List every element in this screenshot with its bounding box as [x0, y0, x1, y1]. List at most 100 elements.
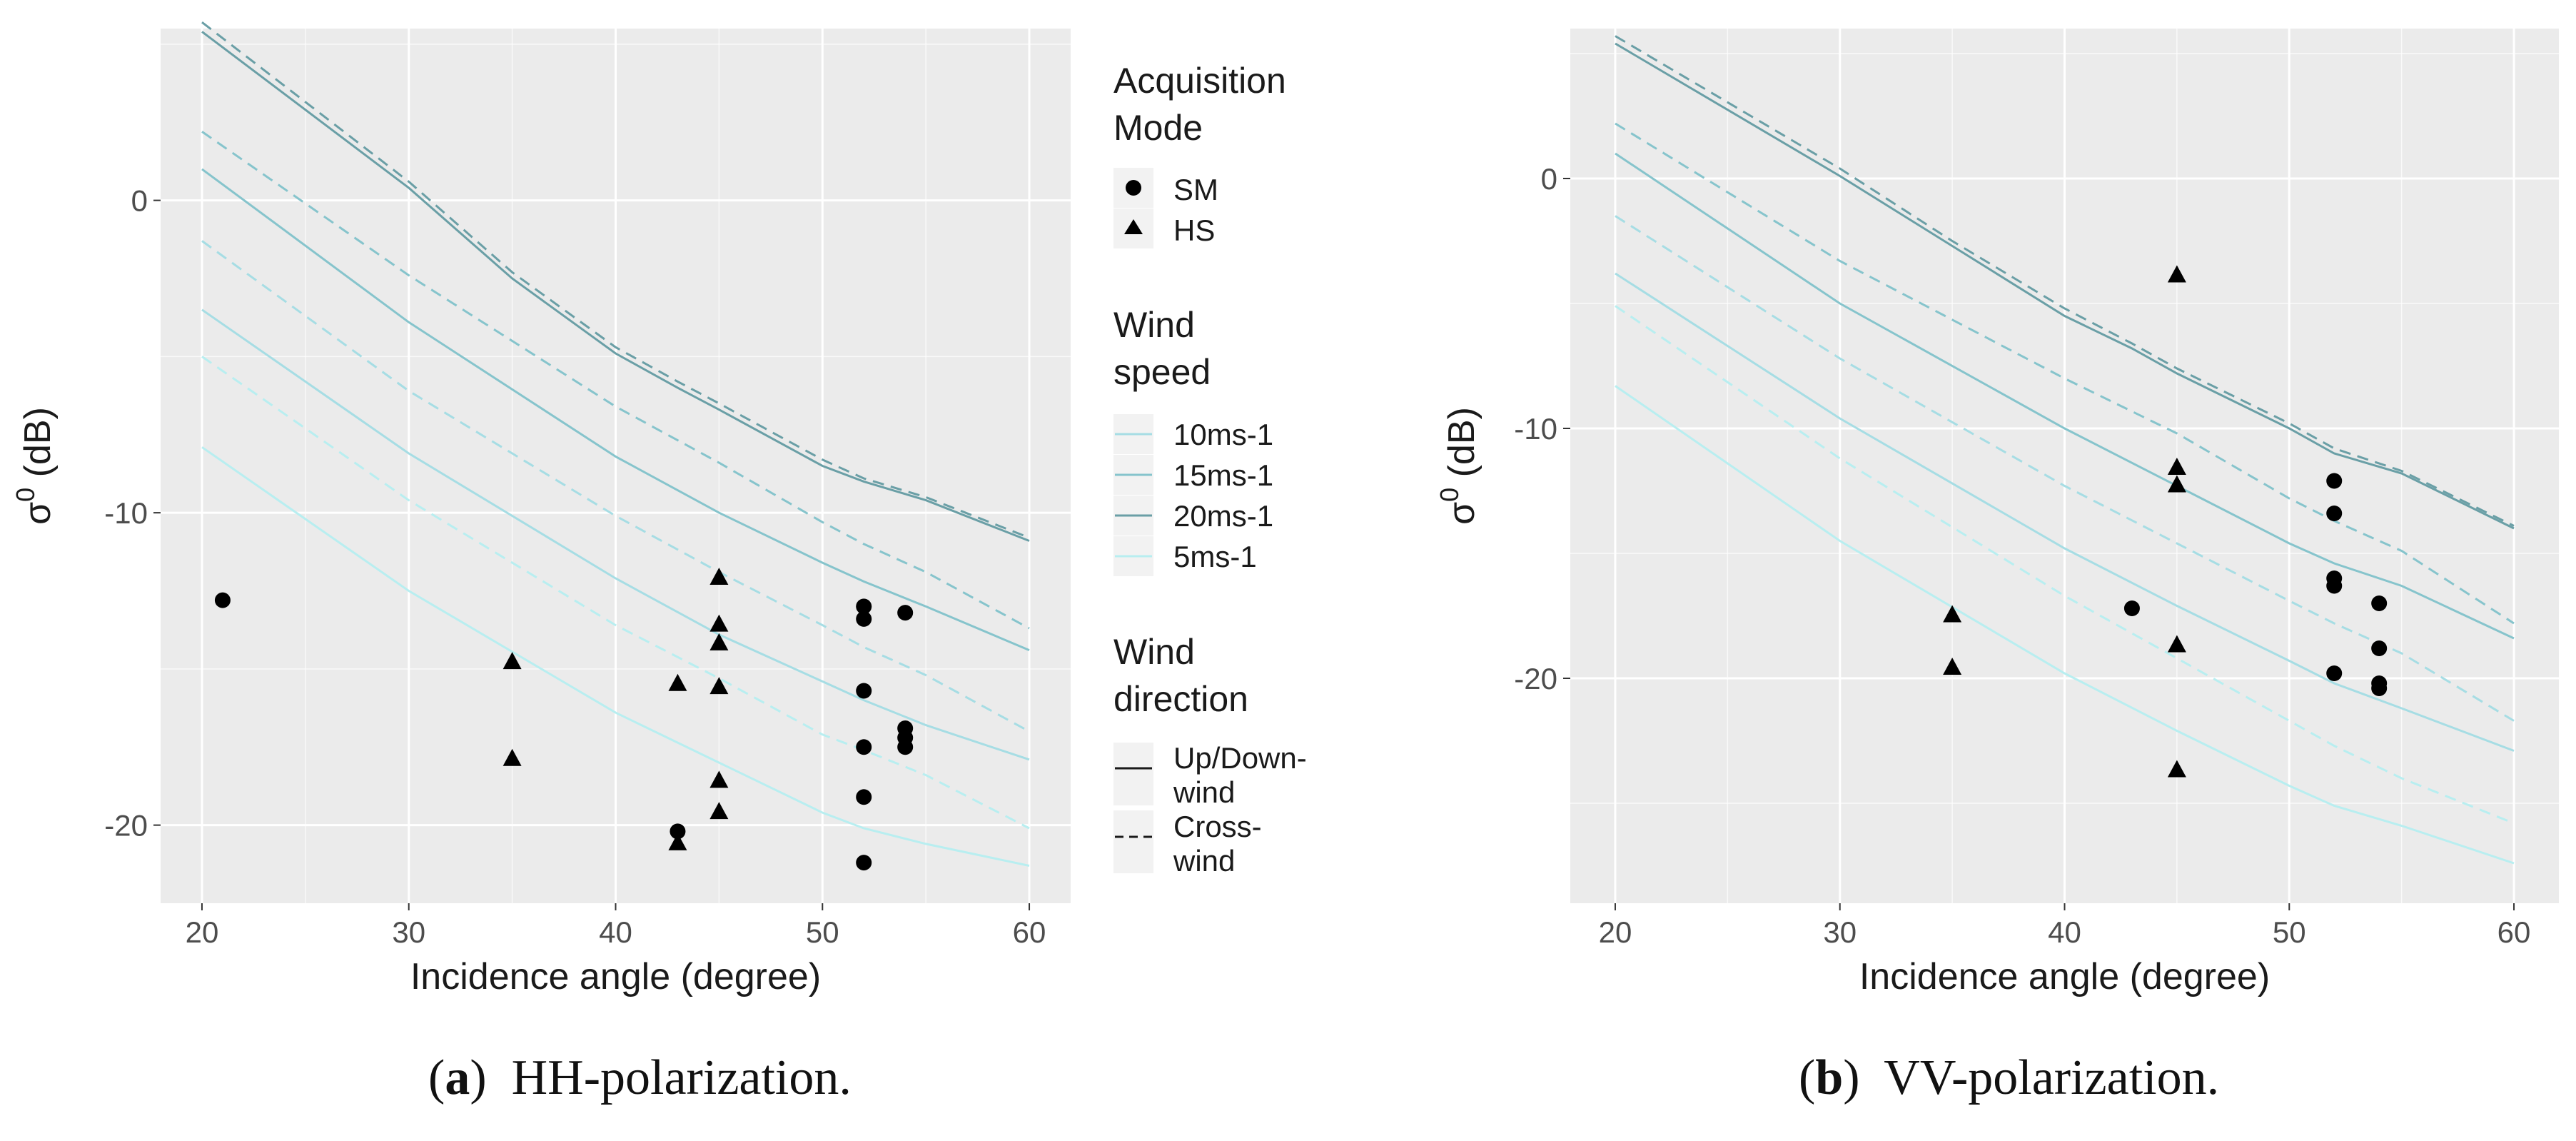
- point-sm: [897, 605, 914, 621]
- caption-b: (b) VV-polarization.: [1799, 1050, 2220, 1105]
- legend-speed-5-label: 5ms-1: [1173, 540, 1257, 573]
- x-tick-label: 40: [599, 915, 632, 949]
- curve-15-updown: [1615, 152, 2515, 640]
- curve-5-updown: [201, 446, 1030, 867]
- point-sm: [856, 683, 872, 699]
- x-tick-label: 60: [1013, 915, 1046, 949]
- x-tick-label: 40: [2048, 915, 2081, 949]
- chart-hh-polarization: 20 30 40 50 60 0 -10 -20 Incidence angle (degree…: [11, 21, 1071, 997]
- point-sm: [856, 739, 872, 755]
- chart-vv-polarization: 20 30 40 50 60 0 -10 -20 Incidence angle (degree…: [1435, 29, 2559, 997]
- x-tick-label: 20: [186, 915, 219, 949]
- point-sm: [2371, 640, 2388, 656]
- point-sm: [2371, 680, 2388, 696]
- caption-a: (a) HH-polarization.: [428, 1050, 852, 1105]
- legend-key-bg: [1113, 743, 1153, 805]
- x-tick-label: 20: [1599, 915, 1632, 949]
- point-hs: [2167, 635, 2186, 653]
- point-sm: [856, 610, 872, 627]
- curve-15-cross: [1615, 122, 2515, 625]
- curve-10-updown: [1615, 272, 2515, 752]
- curve-5-cross: [1615, 305, 2515, 825]
- point-hs: [2167, 760, 2186, 778]
- point-hs: [668, 833, 687, 850]
- caption-a-label: a: [445, 1050, 470, 1105]
- curve-15-updown: [201, 168, 1030, 651]
- legend-sm-symbol: [1126, 180, 1141, 196]
- legend-speed-20-label: 20ms-1: [1173, 499, 1273, 533]
- point-sm: [2326, 506, 2343, 521]
- point-hs: [502, 652, 522, 670]
- point-sm: [856, 598, 872, 615]
- point-hs: [709, 770, 729, 788]
- caption-a-text: HH-polarization.: [511, 1050, 852, 1105]
- curve-5-updown: [1615, 385, 2515, 865]
- legend: Acquisition Mode SM HS Wind speed 10ms-1…: [1113, 61, 1307, 878]
- point-sm: [2326, 473, 2343, 489]
- y-axis-title: σ0 (dB): [1435, 407, 1483, 525]
- legend-mode-hs-label: HS: [1173, 213, 1215, 247]
- legend-key-bg: [1113, 810, 1153, 873]
- point-sm: [2123, 600, 2140, 616]
- curve-20-updown: [201, 31, 1030, 542]
- point-hs: [2167, 458, 2186, 475]
- point-hs: [502, 748, 522, 766]
- legend-hs-symbol: [1124, 219, 1143, 234]
- point-hs: [1943, 605, 1962, 623]
- legend-direction-title-line1: Wind: [1113, 632, 1195, 672]
- point-hs: [709, 568, 729, 585]
- y-tick-label: -20: [1514, 662, 1557, 695]
- legend-speed-title-line1: Wind: [1113, 305, 1195, 345]
- legend-mode-title-line1: Acquisition: [1113, 61, 1286, 101]
- point-sm: [897, 739, 914, 755]
- legend-updown-label-line2: wind: [1173, 775, 1235, 809]
- legend-speed-10-label: 10ms-1: [1173, 418, 1273, 451]
- y-tick-label: -20: [104, 809, 148, 843]
- point-sm: [2371, 595, 2388, 611]
- x-tick-label: 30: [1823, 915, 1857, 949]
- point-hs: [709, 802, 729, 820]
- y-tick-label: 0: [1541, 162, 1557, 196]
- point-hs: [709, 633, 729, 650]
- y-axis-title: σ0 (dB): [11, 407, 59, 525]
- curve-5-cross: [201, 356, 1030, 830]
- curve-20-cross: [1615, 35, 2515, 527]
- x-tick-label: 30: [392, 915, 425, 949]
- legend-updown-label-line1: Up/Down-: [1173, 741, 1307, 775]
- point-hs: [668, 673, 687, 691]
- legend-direction-title-line2: direction: [1113, 679, 1248, 719]
- y-tick-label: -10: [104, 496, 148, 530]
- caption-b-text: VV-polarization.: [1884, 1050, 2220, 1105]
- curve-10-updown: [201, 308, 1030, 761]
- y-tick-label: 0: [131, 184, 148, 218]
- x-axis-title: Incidence angle (degree): [1859, 956, 2270, 997]
- x-tick-label: 50: [806, 915, 839, 949]
- point-sm: [2326, 665, 2343, 681]
- point-hs: [2167, 265, 2186, 283]
- legend-speed-15-label: 15ms-1: [1173, 458, 1273, 492]
- point-hs: [1943, 658, 1962, 675]
- point-sm: [856, 789, 872, 805]
- point-sm: [670, 823, 686, 840]
- point-sm: [856, 855, 872, 871]
- curve-10-cross: [1615, 215, 2515, 722]
- curve-20-updown: [1615, 42, 2515, 530]
- x-tick-label: 50: [2273, 915, 2306, 949]
- caption-b-label: b: [1815, 1050, 1844, 1105]
- point-sm: [2326, 578, 2343, 594]
- x-axis-title: Incidence angle (degree): [410, 956, 821, 997]
- legend-mode-title-line2: Mode: [1113, 108, 1203, 148]
- point-sm: [214, 592, 231, 608]
- point-hs: [2167, 475, 2186, 493]
- legend-cross-label-line2: wind: [1173, 844, 1235, 878]
- curve-15-cross: [201, 131, 1030, 630]
- legend-mode-sm-label: SM: [1173, 173, 1218, 206]
- point-hs: [709, 677, 729, 695]
- curve-20-cross: [201, 21, 1030, 539]
- x-tick-label: 60: [2497, 915, 2531, 949]
- curve-10-cross: [201, 240, 1030, 733]
- legend-cross-label-line1: Cross-: [1173, 810, 1262, 843]
- point-hs: [709, 614, 729, 632]
- y-tick-label: -10: [1514, 412, 1557, 446]
